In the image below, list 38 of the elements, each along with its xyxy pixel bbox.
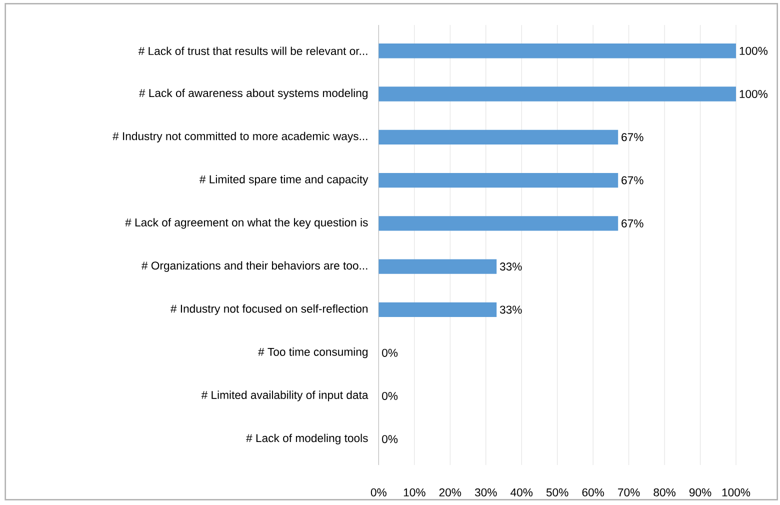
x-tick-label: 60% (582, 488, 604, 496)
x-tick-label: 20% (439, 488, 462, 496)
data-label: 67% (622, 176, 644, 184)
x-tick-label: 70% (618, 488, 640, 496)
y-tick-label: # Lack of agreement on what the key question is (125, 218, 368, 229)
y-tick-label: # Industry not committed to more academic ways... (112, 132, 368, 142)
data-label: 33% (500, 306, 522, 314)
data-label: 67% (622, 133, 644, 142)
y-tick-label: # Lack of modeling tools (246, 434, 368, 444)
data-label: 67% (622, 219, 644, 228)
data-label: 33% (500, 262, 522, 271)
y-tick-label: # Limited availability of input data (201, 390, 368, 402)
bar (378, 44, 736, 58)
y-tick-label: # Organizations and their behaviors are too... (142, 261, 368, 272)
bar (378, 86, 736, 102)
x-tick-label: 90% (689, 488, 712, 496)
x-tick-label: 30% (474, 488, 497, 496)
bar (378, 302, 497, 318)
x-tick-label: 10% (404, 488, 426, 496)
data-label: 0% (382, 348, 398, 357)
x-tick-label: 40% (510, 488, 533, 496)
bar (378, 130, 618, 144)
y-tick-label: # Lack of trust that results will be relevant or... (138, 46, 368, 56)
bar (378, 259, 497, 274)
y-tick-label: # Industry not focused on self-reflection (170, 304, 368, 315)
x-tick-label: 50% (546, 488, 568, 496)
y-tick-label: # Too time consuming (258, 348, 368, 358)
x-tick-label: 80% (654, 488, 676, 496)
x-tick-label: 0% (370, 488, 386, 496)
data-label: 0% (382, 435, 398, 444)
data-label: 100% (740, 46, 768, 55)
x-tick-label: 100% (722, 488, 750, 496)
data-label: 100% (740, 90, 768, 98)
y-tick-label: # Limited spare time and capacity (199, 174, 368, 186)
y-tick-label: # Lack of awareness about systems modeling (139, 88, 368, 100)
bar (378, 172, 618, 188)
data-label: 0% (382, 392, 398, 400)
bar (378, 216, 618, 231)
